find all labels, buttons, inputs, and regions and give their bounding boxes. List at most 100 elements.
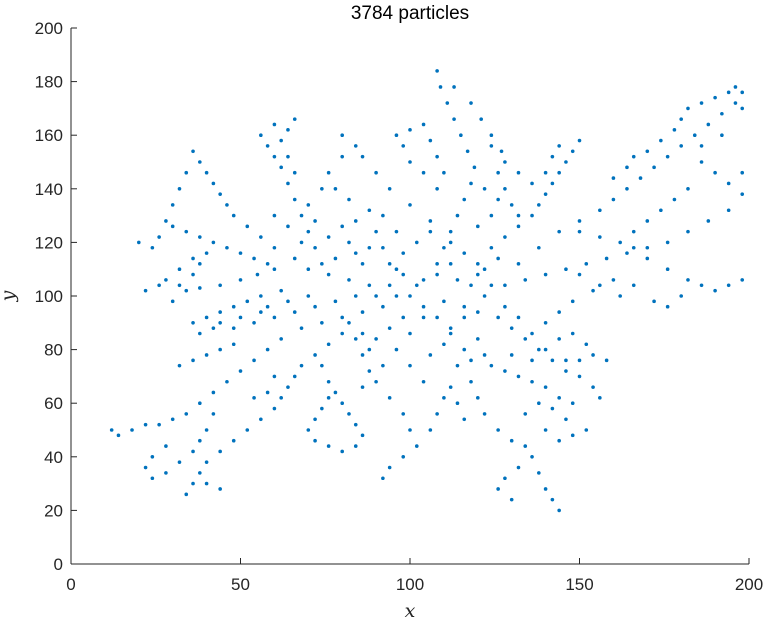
particle-point [198, 471, 202, 475]
particle-point [509, 438, 514, 443]
particle-point [476, 272, 480, 277]
particle-point [157, 235, 161, 239]
particle-point [564, 160, 568, 164]
particle-point [143, 422, 148, 427]
particle-point [482, 267, 487, 272]
particle-point [306, 229, 311, 234]
particle-point [665, 304, 670, 309]
particle-point [564, 267, 568, 272]
chart-title: 3784 particles [351, 3, 469, 24]
particle-point [198, 235, 202, 239]
particle-point [150, 245, 155, 250]
particle-point [306, 294, 311, 298]
particle-point [381, 304, 385, 309]
particle-point [313, 353, 317, 357]
particle-point [435, 262, 439, 266]
particle-point [394, 347, 399, 352]
y-tick-label: 60 [44, 394, 63, 413]
particle-point [472, 165, 477, 170]
particle-point [455, 278, 460, 282]
particle-point [218, 347, 222, 352]
particle-point [577, 229, 582, 234]
particle-point [157, 422, 161, 427]
particle-point [326, 235, 331, 239]
particle-point [367, 369, 372, 373]
particle-point [448, 240, 453, 245]
particle-point [543, 170, 548, 175]
particle-point [367, 245, 372, 250]
particle-point [170, 299, 175, 304]
particle-point [442, 170, 446, 175]
particle-point [218, 487, 222, 491]
particle-point [530, 181, 534, 186]
particle-point [564, 417, 568, 422]
particle-point [218, 310, 222, 314]
particle-point [401, 144, 406, 148]
particle-point [299, 363, 304, 368]
particle-point [394, 294, 399, 298]
particle-point [360, 310, 365, 314]
particle-point [360, 385, 365, 389]
particle-point [459, 133, 463, 137]
particle-point [252, 358, 256, 363]
particle-point [598, 283, 602, 288]
particle-point [706, 122, 711, 127]
particle-point [231, 304, 236, 309]
particle-point [469, 181, 473, 186]
particle-point [170, 224, 175, 229]
particle-point [299, 240, 304, 245]
particle-point [631, 154, 636, 159]
particle-point [577, 138, 582, 143]
particle-point [679, 294, 683, 298]
particle-point [591, 288, 595, 293]
particle-point [292, 117, 297, 121]
particle-point [109, 428, 114, 432]
particle-point [143, 465, 148, 470]
particle-point [577, 358, 582, 363]
particle-point [421, 278, 426, 282]
particle-point [340, 315, 345, 320]
particle-point [211, 412, 216, 416]
y-tick-label: 140 [35, 180, 63, 199]
particle-point [204, 460, 209, 464]
particle-point [584, 428, 589, 432]
particle-point [503, 160, 507, 164]
particle-point [496, 170, 500, 175]
particle-point [496, 315, 500, 320]
particle-point [557, 170, 561, 175]
particle-point [557, 144, 561, 148]
particle-point [598, 208, 602, 213]
particle-point [279, 337, 283, 341]
particle-point [367, 283, 372, 288]
particle-point [381, 213, 385, 218]
particle-point [306, 203, 311, 207]
particle-point [408, 203, 412, 207]
particle-point [265, 144, 270, 148]
particle-point [442, 396, 446, 400]
x-tick-label: 100 [396, 575, 424, 594]
particle-point [686, 278, 690, 282]
particle-point [177, 283, 182, 288]
particle-point [414, 444, 419, 448]
y-tick-label: 40 [44, 448, 63, 467]
particle-point [408, 331, 412, 336]
particle-point [543, 385, 548, 389]
particle-point [286, 299, 290, 304]
particle-point [448, 326, 453, 330]
particle-point [435, 69, 439, 73]
y-tick-label: 160 [35, 126, 63, 145]
particle-point [340, 224, 345, 229]
particle-point [482, 294, 487, 298]
particle-point [164, 219, 168, 223]
particle-point [353, 444, 358, 448]
particle-point [265, 347, 270, 352]
particle-point [726, 181, 731, 186]
particle-point [191, 149, 195, 154]
particle-point [503, 476, 507, 481]
y-axis-label: y [0, 290, 19, 302]
particle-point [652, 165, 656, 170]
y-tick-label: 0 [54, 555, 63, 574]
particle-point [713, 288, 717, 293]
particle-point [177, 363, 182, 368]
particle-point [726, 90, 731, 95]
